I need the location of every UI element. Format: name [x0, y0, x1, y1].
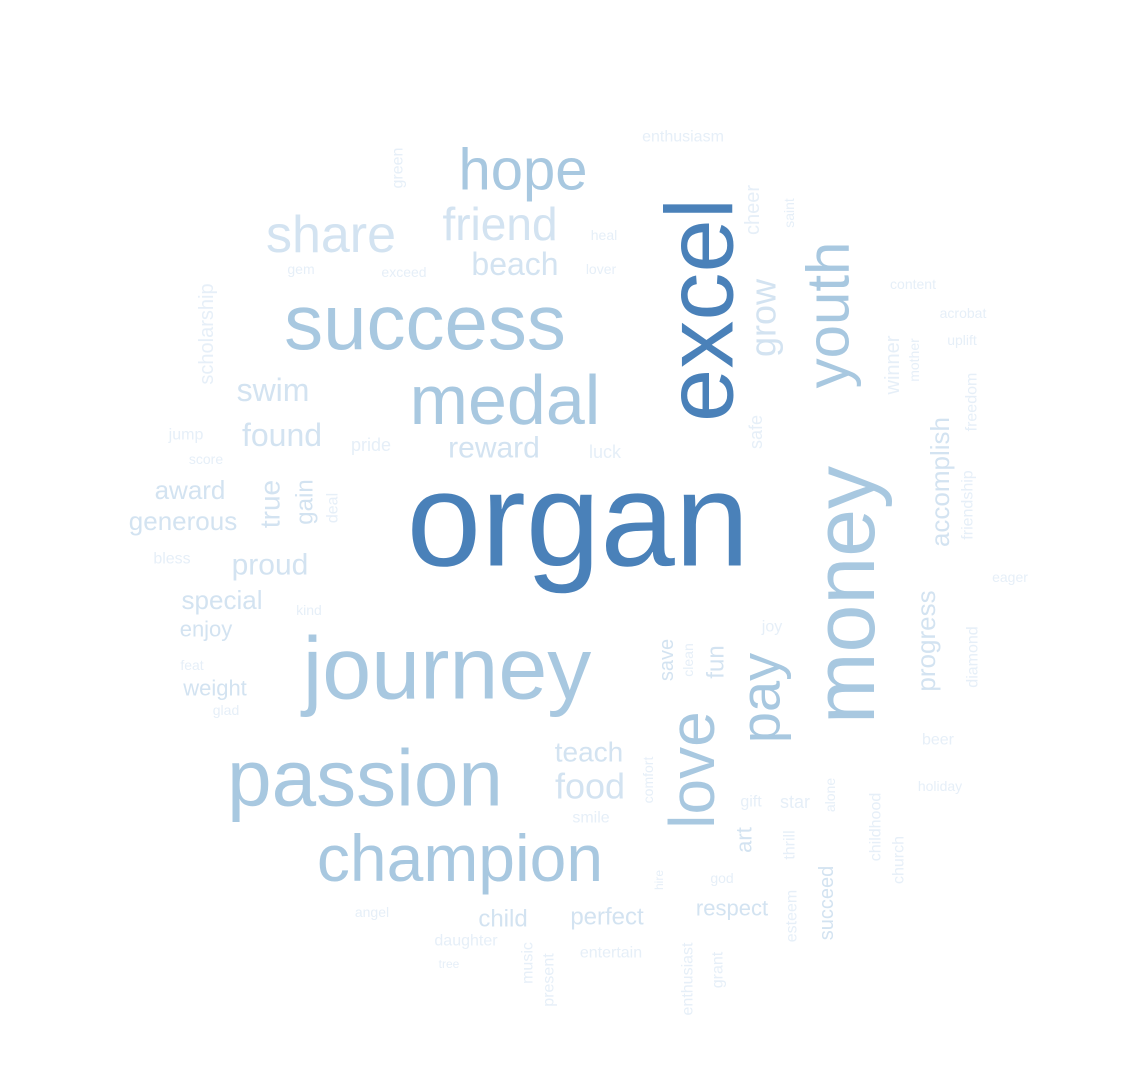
word-music: music	[520, 942, 537, 984]
word-art: art	[732, 827, 757, 853]
word-mother: mother	[906, 338, 922, 382]
word-jump: jump	[168, 427, 204, 444]
word-bless: bless	[153, 551, 190, 568]
word-save: save	[656, 639, 678, 681]
word-accomplish: accomplish	[925, 417, 955, 547]
word-content: content	[890, 276, 936, 292]
word-uplift: uplift	[947, 332, 977, 348]
word-winner: winner	[882, 335, 904, 395]
word-fun: fun	[703, 645, 730, 678]
word-progress: progress	[911, 590, 941, 691]
word-food: food	[555, 766, 625, 807]
word-church: church	[891, 836, 908, 884]
word-weight: weight	[182, 676, 247, 701]
word-exceed: exceed	[381, 264, 426, 280]
word-god: god	[710, 870, 733, 886]
word-star: star	[780, 792, 810, 812]
word-reward: reward	[448, 432, 540, 465]
word-gem: gem	[287, 261, 314, 277]
word-glad: glad	[213, 702, 239, 718]
word-hire: hire	[652, 870, 666, 890]
word-passion: passion	[227, 734, 503, 823]
word-award: award	[155, 475, 226, 505]
word-champion: champion	[317, 821, 603, 895]
word-daughter: daughter	[434, 933, 498, 950]
word-child: child	[478, 906, 527, 933]
word-joy: joy	[761, 619, 782, 636]
word-respect: respect	[696, 896, 768, 921]
word-gift: gift	[740, 794, 762, 811]
word-true: true	[255, 480, 286, 528]
word-grow: grow	[743, 278, 784, 357]
word-youth: youth	[795, 242, 862, 389]
word-kind: kind	[296, 602, 322, 618]
word-acrobat: acrobat	[940, 305, 987, 321]
word-present: present	[541, 953, 558, 1007]
word-organ: organ	[407, 446, 750, 595]
word-esteem: esteem	[784, 890, 801, 942]
word-excel: excel	[647, 198, 754, 422]
word-childhood: childhood	[868, 793, 885, 862]
word-teach: teach	[555, 737, 624, 768]
word-medal: medal	[410, 361, 601, 439]
word-lover: lover	[586, 261, 617, 277]
word-love: love	[656, 711, 728, 828]
word-clean: clean	[680, 643, 696, 676]
word-hope: hope	[458, 138, 587, 203]
word-journey: journey	[300, 619, 592, 718]
word-green: green	[390, 148, 407, 189]
word-swim: swim	[237, 372, 310, 408]
word-grant: grant	[710, 951, 727, 988]
word-money: money	[797, 466, 893, 724]
word-enthusiast: enthusiast	[680, 942, 697, 1015]
word-friend: friend	[442, 198, 557, 250]
word-proud: proud	[232, 549, 309, 582]
word-freedom: freedom	[964, 373, 981, 432]
word-enjoy: enjoy	[180, 617, 233, 642]
word-smile: smile	[572, 810, 609, 827]
word-saint: saint	[781, 198, 797, 228]
word-found: found	[242, 417, 322, 453]
word-perfect: perfect	[570, 904, 644, 931]
word-special: special	[182, 585, 263, 615]
word-generous: generous	[129, 506, 237, 536]
word-gain: gain	[292, 479, 319, 524]
word-safe: safe	[746, 415, 766, 449]
word-beer: beer	[922, 732, 955, 749]
word-diamond: diamond	[965, 626, 982, 687]
word-succeed: succeed	[816, 866, 838, 941]
word-share: share	[266, 206, 396, 264]
word-heal: heal	[591, 227, 617, 243]
word-enthusiasm: enthusiasm	[642, 129, 724, 146]
word-holiday: holiday	[918, 778, 962, 794]
word-scholarship: scholarship	[196, 283, 218, 384]
word-friendship: friendship	[960, 470, 977, 539]
word-pay: pay	[729, 653, 792, 743]
word-feat: feat	[180, 657, 203, 673]
word-thrill: thrill	[782, 830, 799, 859]
word-score: score	[189, 451, 223, 467]
word-pride: pride	[351, 435, 391, 455]
word-cheer: cheer	[742, 185, 764, 235]
word-angel: angel	[355, 904, 389, 920]
word-tree: tree	[439, 957, 460, 971]
word-beach: beach	[471, 246, 558, 282]
word-eager: eager	[992, 569, 1028, 585]
word-deal: deal	[325, 493, 342, 523]
word-entertain: entertain	[580, 945, 642, 962]
word-success: success	[284, 278, 566, 366]
word-comfort: comfort	[640, 757, 656, 804]
word-alone: alone	[822, 778, 838, 812]
word-luck: luck	[589, 442, 622, 462]
